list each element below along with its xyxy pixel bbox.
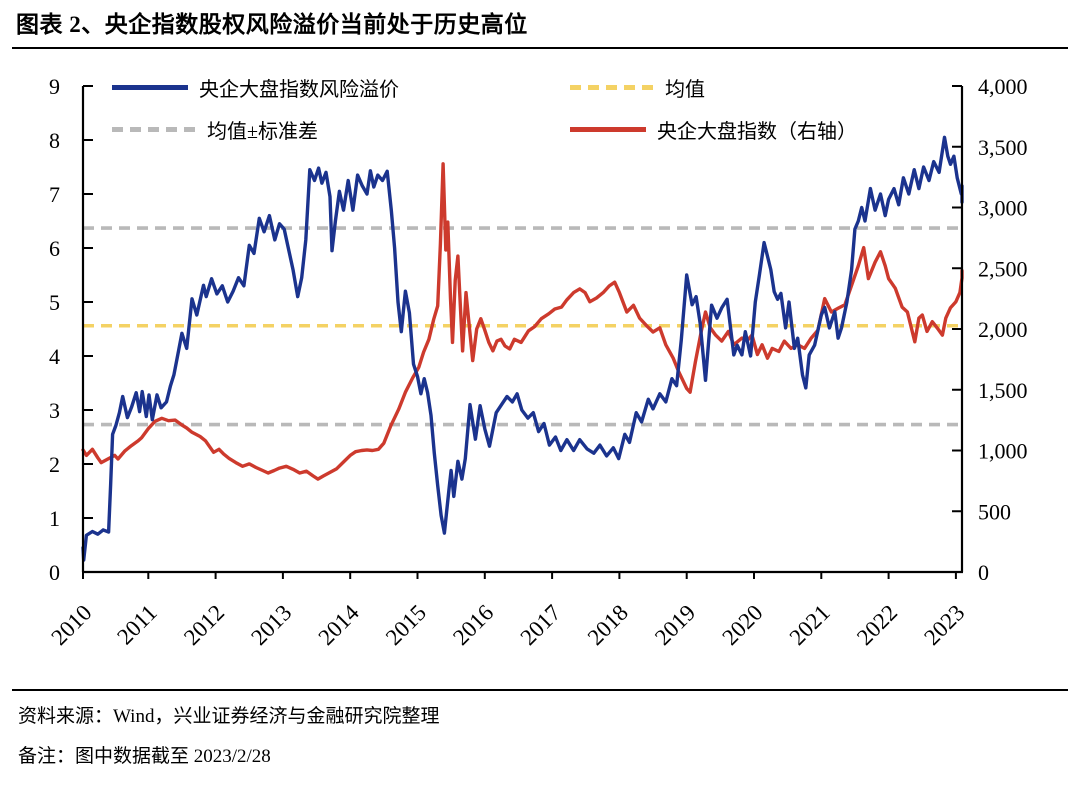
legend-label-band: 均值±标准差 bbox=[207, 120, 318, 143]
x-axis-label: 2017 bbox=[515, 600, 565, 650]
left-axis-label: 7 bbox=[49, 182, 60, 207]
x-axis-label: 2011 bbox=[112, 600, 162, 650]
right-axis-label: 2,500 bbox=[978, 256, 1028, 281]
left-axis-label: 4 bbox=[49, 344, 60, 369]
right-axis-label: 4,000 bbox=[978, 74, 1028, 99]
x-axis-label: 2019 bbox=[650, 600, 700, 650]
legend-item-erp: 央企大盘指数风险溢价 bbox=[112, 75, 399, 101]
x-axis-label: 2010 bbox=[46, 600, 96, 650]
right-axis-label: 3,000 bbox=[978, 196, 1028, 221]
x-axis-label: 2023 bbox=[919, 600, 969, 650]
chart-area: 0 1 2 3 4 5 6 7 8 9 0 500 1,000 1,500 2,000 2,500 3,000 3… bbox=[0, 49, 1080, 689]
page-title: 图表 2、央企指数股权风险溢价当前处于历史高位 bbox=[16, 12, 528, 37]
right-axis-label: 2,000 bbox=[978, 317, 1028, 342]
footer-rule bbox=[12, 689, 1068, 691]
legend-item-index: 央企大盘指数（右轴） bbox=[570, 117, 857, 143]
x-axis-label: 2014 bbox=[314, 600, 365, 651]
right-axis-label: 1,000 bbox=[978, 439, 1028, 464]
legend-item-band: 均值±标准差 bbox=[112, 117, 318, 143]
x-axis-label: 2012 bbox=[179, 600, 229, 650]
left-axis-label: 2 bbox=[49, 452, 60, 477]
x-axis-label: 2018 bbox=[583, 600, 633, 650]
left-axis-label: 0 bbox=[49, 560, 60, 585]
title-rule bbox=[12, 47, 1068, 49]
erp-line-swatch bbox=[112, 84, 188, 90]
left-axis-label: 8 bbox=[49, 128, 60, 153]
series-index bbox=[81, 162, 964, 481]
source-line: 资料来源：Wind，兴业证券经济与金融研究院整理 bbox=[18, 706, 440, 727]
right-axis-label: 500 bbox=[978, 499, 1011, 524]
legend-label-mean: 均值 bbox=[665, 78, 705, 101]
band-line-swatch bbox=[112, 126, 196, 132]
series-erp bbox=[81, 135, 964, 562]
left-axis-label: 3 bbox=[49, 398, 60, 423]
right-axis-label: 0 bbox=[978, 560, 989, 585]
mean-line-swatch bbox=[570, 84, 654, 90]
x-axis-label: 2013 bbox=[246, 600, 296, 650]
left-axis-label: 5 bbox=[49, 290, 60, 315]
left-axis-label: 9 bbox=[49, 74, 60, 99]
note-line: 备注：图中数据截至 2023/2/28 bbox=[18, 746, 271, 767]
x-axis-label: 2021 bbox=[785, 600, 835, 650]
legend-item-mean: 均值 bbox=[570, 75, 705, 101]
right-axis-label: 3,500 bbox=[978, 135, 1028, 160]
legend-label-erp: 央企大盘指数风险溢价 bbox=[199, 78, 399, 101]
x-axis-label: 2015 bbox=[381, 600, 431, 650]
index-line-swatch bbox=[570, 126, 646, 132]
x-axis-label: 2022 bbox=[852, 600, 902, 650]
x-axis-label: 2016 bbox=[448, 600, 498, 650]
chart-canvas: 0 1 2 3 4 5 6 7 8 9 0 500 1,000 1,500 2,000 2,500 3,000 3… bbox=[46, 74, 1028, 651]
right-axis-label: 1,500 bbox=[978, 378, 1028, 403]
legend-label-index: 央企大盘指数（右轴） bbox=[657, 120, 857, 143]
left-axis-label: 1 bbox=[49, 506, 60, 531]
x-axis-label: 2020 bbox=[717, 600, 767, 650]
left-axis-label: 6 bbox=[49, 236, 60, 261]
